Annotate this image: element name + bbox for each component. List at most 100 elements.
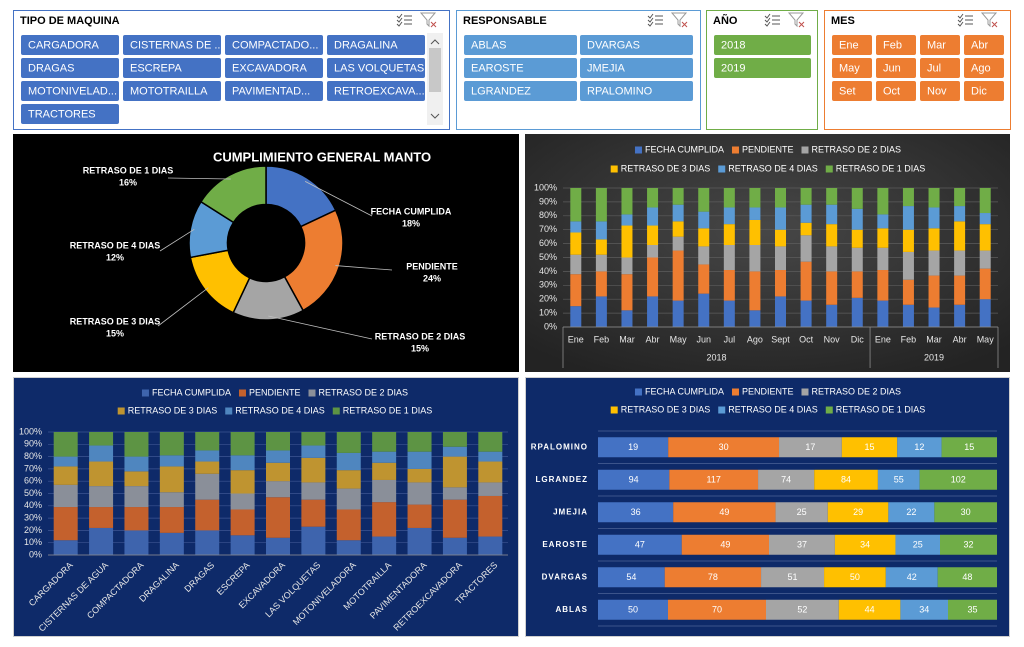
slicer-button-bg[interactable] — [327, 58, 425, 78]
slicer-button[interactable]: Jun — [876, 58, 916, 78]
slicer-button-bg[interactable] — [964, 58, 1004, 78]
clear-filter-button[interactable] — [980, 12, 998, 28]
slicer-button[interactable]: MOTOTRAILLA — [123, 81, 221, 101]
slicer-button[interactable]: LAS VOLQUETAS — [327, 58, 425, 78]
slicer-button-bg[interactable] — [920, 35, 960, 55]
slicer-button-bg[interactable] — [580, 58, 693, 78]
multi-select-button[interactable] — [957, 13, 973, 27]
slicer-button-bg[interactable] — [464, 58, 577, 78]
slicer-button-bg[interactable] — [832, 58, 872, 78]
slicer-button-bg[interactable] — [464, 81, 577, 101]
slicer-button-bg[interactable] — [580, 35, 693, 55]
slicer-button-label[interactable]: Jun — [883, 62, 901, 74]
slicer-button-bg[interactable] — [580, 81, 693, 101]
slicer-button-label[interactable]: May — [839, 62, 860, 74]
slicer-button[interactable]: LGRANDEZ — [464, 81, 577, 101]
slicer-button-label[interactable]: 2018 — [721, 39, 745, 51]
slicer-button-label[interactable]: RPALOMINO — [587, 85, 653, 97]
slicer-button-bg[interactable] — [225, 81, 323, 101]
slicer-button-label[interactable]: Ago — [971, 62, 991, 74]
slicer-button[interactable]: Set — [832, 81, 872, 101]
slicer-button-label[interactable]: EAROSTE — [471, 62, 524, 74]
clear-filter-button[interactable] — [419, 12, 437, 28]
slicer-button[interactable]: EAROSTE — [464, 58, 577, 78]
slicer-button[interactable]: Mar — [920, 35, 960, 55]
multi-select-button[interactable] — [396, 13, 412, 27]
slicer-button[interactable]: DRAGALINA — [327, 35, 425, 55]
slicer-button-label[interactable]: Abr — [971, 39, 988, 51]
slicer-button-label[interactable]: DRAGALINA — [334, 39, 398, 51]
multi-select-button[interactable] — [647, 13, 663, 27]
slicer-button[interactable]: Jul — [920, 58, 960, 78]
slicer-button[interactable]: EXCAVADORA — [225, 58, 323, 78]
slicer-button-bg[interactable] — [964, 81, 1004, 101]
slicer-button-label[interactable]: COMPACTADO... — [232, 39, 318, 51]
slicer-button-bg[interactable] — [876, 35, 916, 55]
slicer-button-bg[interactable] — [327, 81, 425, 101]
slicer-button[interactable]: Ene — [832, 35, 872, 55]
slicer-button-label[interactable]: JMEJIA — [587, 62, 626, 74]
slicer-button-bg[interactable] — [920, 81, 960, 101]
slicer-button-bg[interactable] — [225, 35, 323, 55]
slicer-button-label[interactable]: LAS VOLQUETAS — [334, 62, 424, 74]
slicer-button-bg[interactable] — [123, 35, 221, 55]
slicer-button[interactable]: MOTONIVELAD... — [21, 81, 119, 101]
slicer-button[interactable]: TRACTORES — [21, 104, 119, 124]
slicer-button[interactable]: May — [832, 58, 872, 78]
slicer-button[interactable]: RPALOMINO — [580, 81, 693, 101]
slicer-button-label[interactable]: RETROEXCAVA... — [334, 85, 425, 97]
slicer-button-bg[interactable] — [876, 58, 916, 78]
slicer-button-label[interactable]: CISTERNAS DE ... — [130, 39, 224, 51]
slicer-button[interactable]: ABLAS — [464, 35, 577, 55]
slicer-button[interactable]: 2019 — [714, 58, 811, 78]
slicer-button-label[interactable]: LGRANDEZ — [471, 85, 531, 97]
scrollbar-thumb[interactable] — [429, 48, 441, 92]
slicer-button-bg[interactable] — [964, 35, 1004, 55]
slicer-button-label[interactable]: Set — [839, 85, 856, 97]
slicer-button-label[interactable]: EXCAVADORA — [232, 62, 307, 74]
slicer-button-label[interactable]: MOTONIVELAD... — [28, 85, 117, 97]
slicer-button-bg[interactable] — [21, 81, 119, 101]
slicer-button-label[interactable]: Mar — [927, 39, 946, 51]
slicer-button[interactable]: 2018 — [714, 35, 811, 55]
slicer-button-bg[interactable] — [21, 58, 119, 78]
slicer-button-bg[interactable] — [21, 35, 119, 55]
scroll-down-button[interactable] — [430, 113, 440, 119]
slicer-button-label[interactable]: 2019 — [721, 62, 745, 74]
slicer-button-label[interactable]: Ene — [839, 39, 859, 51]
slicer-button-label[interactable]: CARGADORA — [28, 39, 100, 51]
slicer-button[interactable]: RETROEXCAVA... — [327, 81, 425, 101]
slicer-button-label[interactable]: PAVIMENTAD... — [232, 85, 310, 97]
slicer-button-label[interactable]: DVARGAS — [587, 39, 640, 51]
slicer-button[interactable]: Ago — [964, 58, 1004, 78]
slicer-button-bg[interactable] — [225, 58, 323, 78]
slicer-button[interactable]: COMPACTADO... — [225, 35, 323, 55]
slicer-button-label[interactable]: TRACTORES — [28, 108, 96, 120]
slicer-button-label[interactable]: Jul — [927, 62, 941, 74]
slicer-button[interactable]: Oct — [876, 81, 916, 101]
slicer-button-bg[interactable] — [832, 81, 872, 101]
slicer-button[interactable]: PAVIMENTAD... — [225, 81, 323, 101]
slicer-button-label[interactable]: Feb — [883, 39, 902, 51]
slicer-button-label[interactable]: Nov — [927, 85, 947, 97]
clear-filter-button[interactable] — [787, 12, 805, 28]
slicer-button-bg[interactable] — [920, 58, 960, 78]
slicer-button-bg[interactable] — [832, 35, 872, 55]
slicer-button[interactable]: ESCREPA — [123, 58, 221, 78]
slicer-button-label[interactable]: DRAGAS — [28, 62, 74, 74]
slicer-button[interactable]: Nov — [920, 81, 960, 101]
slicer-button[interactable]: Dic — [964, 81, 1004, 101]
slicer-button-bg[interactable] — [876, 81, 916, 101]
slicer-button-bg[interactable] — [123, 81, 221, 101]
slicer-button-bg[interactable] — [327, 35, 425, 55]
slicer-button-bg[interactable] — [714, 35, 811, 55]
slicer-button-bg[interactable] — [21, 104, 119, 124]
scroll-up-button[interactable] — [430, 39, 440, 45]
slicer-button[interactable]: CARGADORA — [21, 35, 119, 55]
clear-filter-button[interactable] — [670, 12, 688, 28]
slicer-button[interactable]: DRAGAS — [21, 58, 119, 78]
slicer-button-label[interactable]: Dic — [971, 85, 987, 97]
slicer-button-label[interactable]: MOTOTRAILLA — [130, 85, 208, 97]
slicer-button-bg[interactable] — [123, 58, 221, 78]
slicer-button-bg[interactable] — [464, 35, 577, 55]
